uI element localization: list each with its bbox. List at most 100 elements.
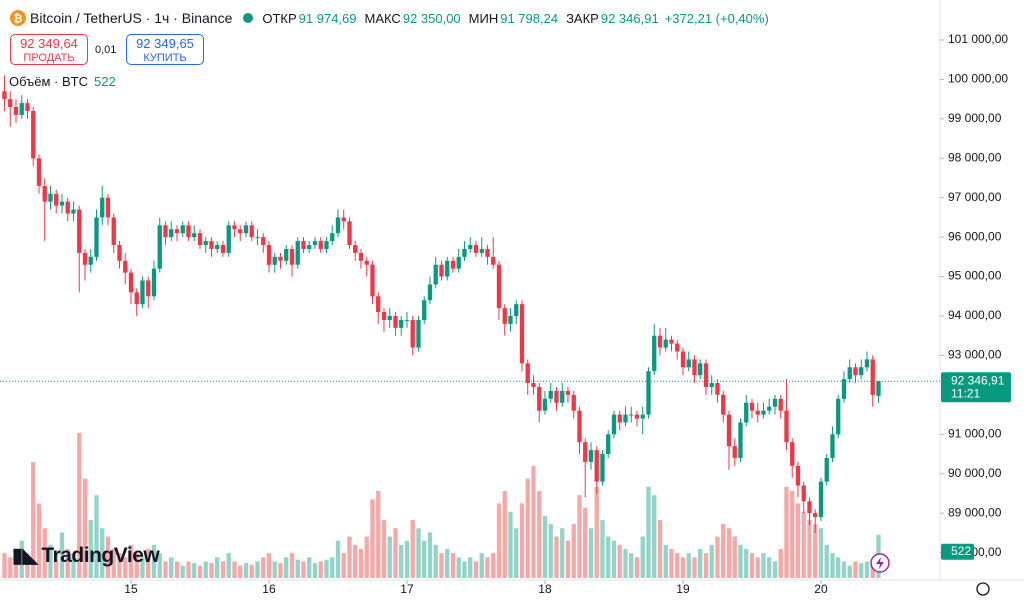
x-tick-label: 16 — [262, 582, 276, 596]
candle-body — [795, 465, 801, 486]
candle-body — [859, 367, 864, 376]
volume-bar — [790, 491, 795, 578]
volume-bar — [341, 553, 346, 578]
volume-bar — [554, 536, 559, 578]
volume-bar — [48, 544, 53, 578]
volume-bar — [416, 528, 421, 578]
volume-bar — [640, 536, 645, 578]
volume-bar — [226, 553, 231, 578]
volume-bar — [726, 528, 732, 578]
candle-body — [341, 217, 346, 222]
volume-bar — [623, 549, 628, 578]
candle-body — [473, 245, 479, 253]
candle-body — [65, 201, 70, 214]
x-tick-label: 15 — [124, 582, 138, 596]
candle-body — [324, 241, 329, 249]
volume-bar — [111, 549, 116, 578]
volume-bar — [749, 553, 755, 578]
candle-body — [163, 225, 168, 238]
candle-body — [197, 233, 203, 246]
volume-bar — [577, 495, 582, 578]
volume-bar — [330, 557, 335, 578]
volume-bar — [387, 536, 392, 578]
candle-body — [462, 248, 467, 257]
volume-bar — [680, 557, 686, 578]
volume-value: 522 — [93, 74, 116, 89]
volume-bar — [462, 561, 467, 578]
candle-body — [192, 233, 197, 238]
volume-bar — [807, 520, 812, 578]
candle-body — [491, 256, 496, 265]
buy-button[interactable]: 92 349,65 КУПИТЬ — [126, 34, 204, 65]
candle-body — [830, 434, 835, 458]
candle-body — [180, 225, 185, 234]
settings-icon[interactable] — [976, 582, 990, 596]
candle-body — [186, 225, 191, 238]
candle-body — [8, 99, 13, 108]
volume-bar — [611, 540, 617, 578]
volume-bar — [491, 553, 496, 578]
volume-bar — [818, 528, 824, 578]
high-value: 92 350,00 — [402, 10, 461, 26]
symbol-title[interactable]: Bitcoin / TetherUS · 1ч · Binance — [30, 10, 233, 26]
volume-bar — [813, 524, 818, 578]
sell-button[interactable]: 92 349,64 ПРОДАТЬ — [10, 34, 88, 65]
candle-body — [307, 245, 312, 249]
candle-body — [100, 197, 105, 218]
y-tick-label: 93 000,00 — [948, 348, 1002, 362]
candle-body — [508, 316, 513, 324]
volume-bar — [324, 559, 329, 578]
candle-body — [370, 264, 375, 297]
volume-legend: Объём · BTC 522 — [9, 74, 116, 89]
candle-body — [738, 422, 743, 458]
candle-body — [71, 209, 76, 214]
countdown-label: 11:21 — [951, 386, 980, 400]
volume-bar — [629, 553, 634, 578]
candle-body — [169, 229, 174, 238]
volume-bar — [841, 561, 847, 578]
volume-bar — [94, 495, 99, 578]
volume-bar — [318, 561, 323, 578]
close-value: 92 346,91 — [600, 10, 659, 26]
candle-body — [836, 398, 841, 435]
candle-body — [82, 252, 88, 265]
high-name: МАКС — [364, 10, 401, 26]
y-tick-label: 91 000,00 — [948, 426, 1002, 440]
volume-bar — [36, 503, 42, 578]
volume-bar — [249, 564, 254, 578]
candle-body — [692, 359, 697, 376]
volume-bar — [560, 528, 565, 578]
volume-bar — [479, 553, 484, 578]
candle-body — [318, 241, 323, 249]
volume-bar — [864, 561, 870, 578]
x-tick-label: 19 — [676, 582, 690, 596]
volume-bar — [784, 486, 789, 578]
volume-bar — [157, 553, 162, 578]
candle-body — [330, 233, 335, 242]
candle-body — [772, 398, 778, 407]
volume-bar — [565, 540, 571, 578]
volume-bar — [77, 433, 82, 578]
candle-body — [157, 225, 162, 269]
candle-body — [807, 501, 812, 514]
candle-body — [416, 319, 421, 348]
candle-body — [876, 381, 881, 396]
volume-bar — [439, 553, 444, 578]
volume-bar — [824, 544, 829, 578]
candle-body — [715, 383, 720, 395]
candle-body — [249, 225, 254, 238]
volume-bar — [715, 536, 720, 578]
buy-price: 92 349,65 — [136, 36, 194, 51]
candle-body — [445, 260, 450, 277]
candle-body — [13, 107, 19, 115]
volume-bar — [721, 524, 726, 578]
candle-body — [485, 248, 490, 257]
candle-body — [853, 367, 858, 376]
candle-body — [404, 319, 410, 321]
candle-body — [744, 402, 749, 423]
volume-bar — [646, 486, 651, 578]
candle-body — [571, 394, 576, 411]
volume-bar — [473, 561, 479, 578]
